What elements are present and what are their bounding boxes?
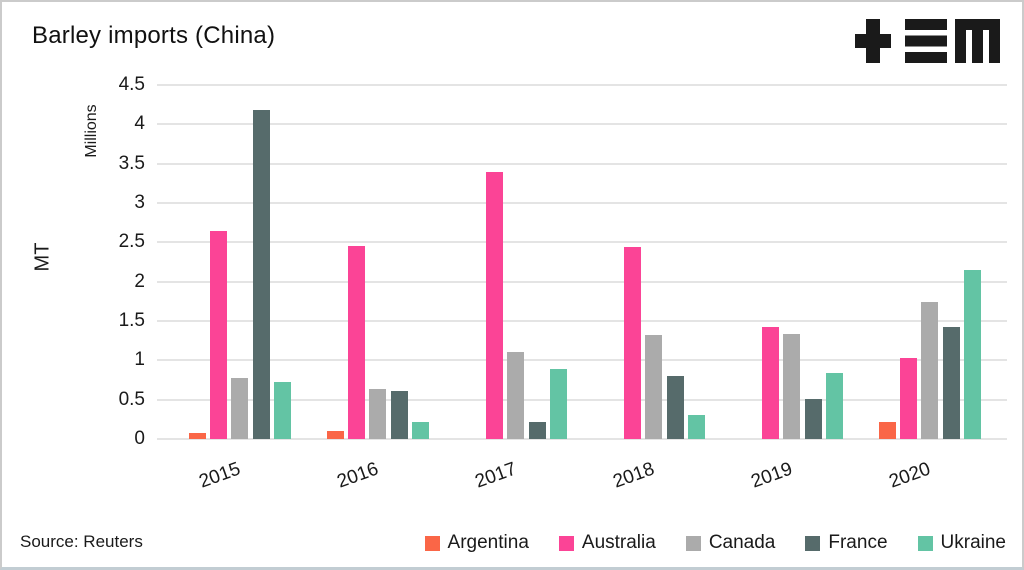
legend-label: Australia bbox=[581, 532, 656, 553]
legend-swatch-icon bbox=[424, 535, 440, 551]
bar-ukraine-2017 bbox=[549, 369, 567, 439]
x-tick-label-2017: 2017 bbox=[472, 458, 520, 493]
plot-area bbox=[157, 84, 1007, 440]
bar-france-2020 bbox=[942, 327, 960, 439]
y-tick-label: 4 bbox=[134, 113, 145, 135]
legend-label: Canada bbox=[708, 532, 776, 553]
legend-swatch-icon bbox=[805, 535, 821, 551]
x-tick-label-2016: 2016 bbox=[334, 458, 382, 493]
bar-ukraine-2015 bbox=[273, 382, 291, 439]
chart-title: Barley imports (China) bbox=[32, 22, 276, 49]
bar-australia-2015 bbox=[210, 231, 228, 439]
bar-france-2019 bbox=[804, 399, 822, 439]
legend-label: France bbox=[828, 532, 888, 553]
legend-item-ukraine: Ukraine bbox=[917, 532, 1006, 554]
bar-ukraine-2016 bbox=[411, 422, 429, 439]
bar-australia-2019 bbox=[762, 327, 780, 439]
y-axis-unit-label: Millions bbox=[83, 104, 100, 158]
x-axis: 2015 2016 2017 2018 2019 2020 bbox=[157, 439, 1007, 509]
gridline bbox=[157, 162, 1007, 165]
gridline bbox=[157, 123, 1007, 126]
bar-australia-2016 bbox=[348, 246, 366, 439]
y-tick-label: 3.5 bbox=[118, 152, 145, 174]
legend: Argentina Australia Canada France Ukraine bbox=[424, 532, 1006, 554]
bar-argentina-2015 bbox=[189, 433, 206, 439]
bar-france-2017 bbox=[528, 422, 546, 439]
x-tick-label-2015: 2015 bbox=[196, 458, 244, 493]
bar-argentina-2016 bbox=[327, 431, 344, 439]
y-axis: 0 0.5 1 1.5 2 2.5 3 3.5 4 4.5 bbox=[2, 74, 145, 449]
legend-label: Ukraine bbox=[940, 532, 1006, 553]
bar-ukraine-2020 bbox=[963, 270, 981, 439]
legend-label: Argentina bbox=[447, 532, 529, 553]
gridline bbox=[157, 280, 1007, 283]
bar-france-2016 bbox=[390, 391, 408, 439]
bar-canada-2016 bbox=[369, 389, 387, 439]
x-tick-label-2020: 2020 bbox=[886, 458, 934, 493]
y-tick-label: 0 bbox=[134, 428, 145, 449]
gridline bbox=[157, 359, 1007, 362]
bar-france-2015 bbox=[252, 110, 270, 439]
y-tick-label: 2 bbox=[134, 270, 145, 292]
bar-canada-2019 bbox=[783, 334, 801, 439]
y-tick-label: 1 bbox=[134, 349, 145, 371]
y-axis-label: MT bbox=[31, 242, 54, 272]
legend-item-australia: Australia bbox=[558, 532, 656, 554]
tem-logo-icon bbox=[855, 19, 1000, 63]
x-tick-label-2018: 2018 bbox=[610, 458, 658, 493]
gridline bbox=[157, 202, 1007, 204]
y-tick-label: 3 bbox=[134, 192, 145, 213]
gridline bbox=[157, 320, 1007, 322]
bar-australia-2018 bbox=[624, 247, 642, 439]
gridline bbox=[157, 398, 1007, 401]
bar-france-2018 bbox=[666, 376, 684, 439]
bar-ukraine-2018 bbox=[687, 415, 705, 439]
bar-australia-2020 bbox=[900, 358, 918, 439]
y-tick-label: 0.5 bbox=[118, 388, 145, 410]
legend-swatch-icon bbox=[917, 535, 933, 551]
legend-item-france: France bbox=[805, 532, 888, 554]
bar-australia-2017 bbox=[486, 172, 504, 439]
source-note: Source: Reuters bbox=[20, 532, 143, 551]
gridline bbox=[157, 84, 1007, 86]
x-tick-label-2019: 2019 bbox=[748, 458, 796, 493]
legend-item-argentina: Argentina bbox=[424, 532, 529, 554]
gridline bbox=[157, 438, 1007, 440]
gridline bbox=[157, 241, 1007, 244]
y-tick-label: 2.5 bbox=[118, 231, 145, 253]
legend-swatch-icon bbox=[685, 535, 701, 551]
bar-ukraine-2019 bbox=[825, 373, 843, 439]
bar-canada-2018 bbox=[645, 335, 663, 439]
y-tick-label: 4.5 bbox=[118, 74, 145, 95]
bar-canada-2015 bbox=[231, 378, 249, 439]
bar-argentina-2020 bbox=[879, 422, 896, 439]
bar-canada-2017 bbox=[507, 352, 525, 439]
legend-swatch-icon bbox=[558, 535, 574, 551]
y-tick-label: 1.5 bbox=[118, 310, 145, 331]
bar-canada-2020 bbox=[921, 302, 939, 439]
legend-item-canada: Canada bbox=[685, 532, 776, 554]
